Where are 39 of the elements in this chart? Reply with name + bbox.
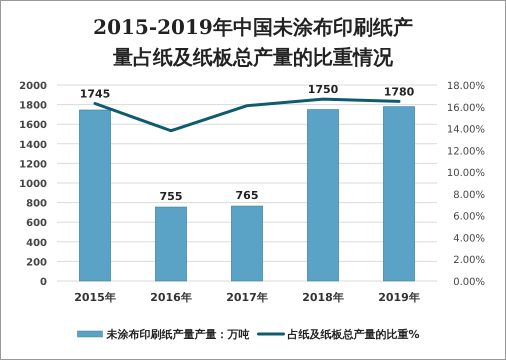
y-tick-label: 800 <box>26 198 48 210</box>
legend-label: 占纸及纸板总产量的比重% <box>287 328 420 341</box>
y2-tick-label: 14.00% <box>446 124 485 136</box>
y-tick-label: 0 <box>40 277 48 288</box>
x-tick-label: 2019年 <box>378 291 420 304</box>
data-label: 1745 <box>80 88 110 101</box>
y-tick-label: 200 <box>26 257 48 268</box>
y-tick-label: 2000 <box>19 81 48 92</box>
y2-tick-label: 10.00% <box>446 168 485 180</box>
y2-tick-label: 18.00% <box>446 81 485 92</box>
x-tick-label: 2015年 <box>74 291 116 304</box>
bar <box>79 110 111 282</box>
title: 2015-2019年中国未涂布印刷纸产量占纸及纸板总产量的比重情况 <box>93 15 413 69</box>
y-tick-label: 1200 <box>19 159 48 170</box>
y2-tick-label: 0.00% <box>453 277 485 288</box>
legend-label: 未涂布印刷纸产量产量：万吨 <box>105 328 250 341</box>
y-tick-label: 600 <box>26 218 48 230</box>
x-tick-label: 2017年 <box>226 291 268 304</box>
y2-tick-label: 4.00% <box>453 233 485 244</box>
y2-tick-label: 12.00% <box>446 146 485 158</box>
bar <box>307 109 339 282</box>
x-tick-label: 2016年 <box>150 291 192 304</box>
bar <box>155 206 187 282</box>
data-label: 755 <box>160 190 182 204</box>
y-tick-label: 1400 <box>19 140 48 151</box>
bar <box>383 106 415 282</box>
y2-tick-label: 2.00% <box>453 255 485 266</box>
data-label: 1750 <box>308 83 339 96</box>
y2-tick-label: 8.00% <box>453 190 485 201</box>
y-tick-label: 1800 <box>19 100 48 112</box>
data-label: 765 <box>236 189 258 202</box>
y2-tick-label: 16.00% <box>446 102 485 114</box>
y-tick-label: 400 <box>26 238 48 249</box>
y-tick-label: 1600 <box>19 120 48 132</box>
y2-tick-label: 6.00% <box>453 212 485 223</box>
x-tick-label: 2018年 <box>302 291 344 304</box>
data-label: 1780 <box>384 85 415 98</box>
y-tick-label: 1000 <box>19 179 48 190</box>
bar <box>231 206 263 282</box>
